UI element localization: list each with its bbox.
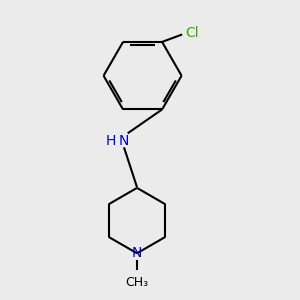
Text: N: N [119,134,129,148]
Text: N: N [132,246,142,260]
Text: H: H [105,134,116,148]
Text: Cl: Cl [185,26,199,40]
Text: CH₃: CH₃ [125,276,148,289]
